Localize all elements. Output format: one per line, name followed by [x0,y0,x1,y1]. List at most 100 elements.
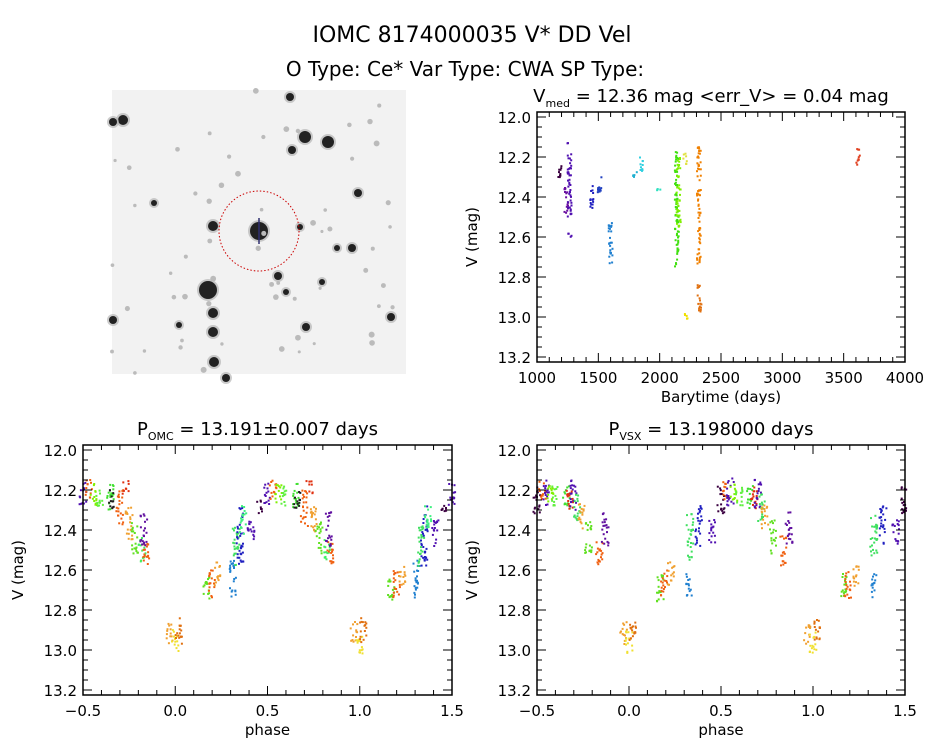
data-point [675,194,678,197]
data-point [436,529,439,532]
data-point [542,493,544,496]
data-point [111,493,114,496]
data-point [319,546,322,549]
data-point [610,230,613,233]
data-point [697,204,700,207]
star [274,272,282,280]
data-point [263,493,266,496]
data-point [320,521,322,524]
data-point [271,495,274,498]
data-point [714,541,717,544]
data-point [881,526,884,529]
data-point [759,491,762,494]
faint-star [347,122,352,128]
data-point [443,510,446,513]
data-point [309,508,312,511]
data-point [815,648,818,651]
data-point [590,528,593,531]
data-point [121,523,124,526]
faint-star [207,238,213,244]
data-point [814,628,817,631]
data-point [295,501,298,504]
data-point [673,198,676,201]
data-point [564,191,566,193]
data-point [180,629,183,632]
data-point [818,637,821,640]
data-point [172,630,175,633]
data-point [855,575,857,578]
data-point [558,168,561,171]
data-point [545,490,548,493]
data-point [787,537,790,540]
data-point [808,651,811,653]
data-point [298,504,301,507]
data-point [699,161,702,164]
data-point [416,559,419,562]
data-point [259,500,262,503]
data-point [601,521,604,524]
data-point [760,493,763,496]
data-point [544,489,546,492]
data-point [142,559,145,562]
data-point [661,581,664,584]
data-point [310,483,313,486]
sky-image [107,87,406,384]
data-point [762,516,764,518]
data-point [327,541,330,544]
data-point [696,162,699,165]
data-point [679,167,682,170]
data-point [633,175,635,178]
data-point [687,587,690,590]
data-point [315,507,317,510]
data-point [724,486,727,489]
data-point [360,641,363,644]
data-point [453,484,456,487]
data-point [576,500,579,503]
data-point [674,206,677,208]
data-point [296,491,299,494]
data-point [276,484,279,487]
plot-frame [536,111,906,363]
y-tick-label: 12.8 [44,602,77,620]
data-point [785,546,788,549]
data-point [579,506,582,509]
data-point [679,221,682,224]
data-point [96,504,99,507]
data-point [623,623,626,626]
data-point [698,220,701,223]
data-point [553,488,556,491]
data-point [597,189,600,192]
data-point [660,594,662,597]
data-point [420,555,423,558]
data-point [668,583,670,586]
data-point [675,219,678,222]
data-point [696,194,699,197]
star-field [107,87,397,384]
data-point [678,214,681,217]
data-point [551,496,554,499]
data-point [677,187,680,190]
data-point [423,551,426,554]
data-point [675,211,678,214]
data-point [676,247,679,250]
data-point [414,577,417,580]
faint-star [207,131,212,136]
data-point [571,484,574,487]
data-point [329,560,332,563]
data-point [675,158,678,161]
data-point [112,493,115,496]
data-point [292,506,295,509]
data-point [545,479,548,482]
star [151,200,157,206]
data-point [416,579,418,582]
star [319,279,325,285]
data-point [689,588,692,591]
data-point [733,497,736,499]
data-point [634,621,637,624]
data-point [392,580,395,583]
data-point [266,487,269,490]
data-point [429,506,432,509]
data-point [423,559,426,562]
data-point [426,521,429,524]
data-point [89,493,92,496]
